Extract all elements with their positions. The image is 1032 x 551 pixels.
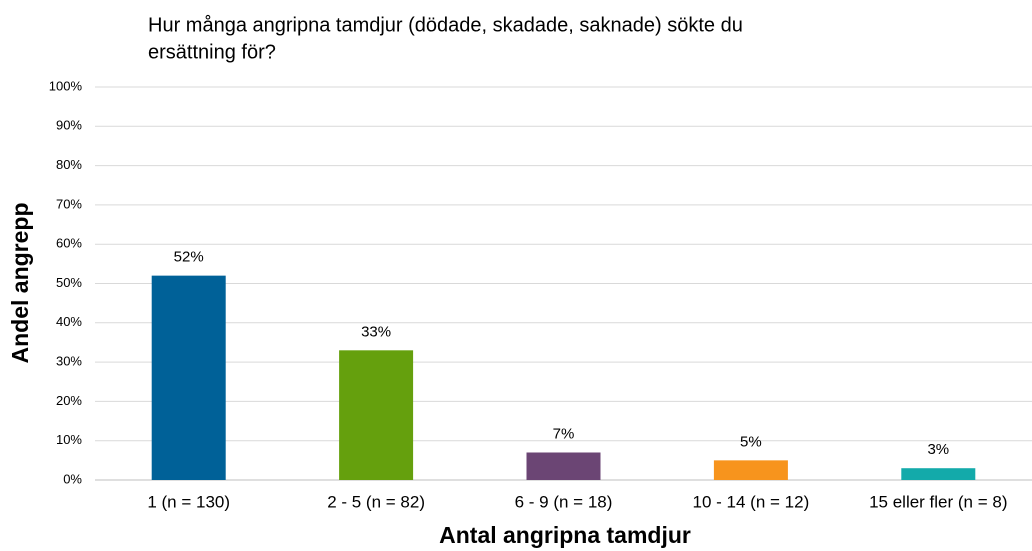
x-tick-label: 1 (n = 130) [147, 492, 230, 511]
y-tick-label: 40% [56, 314, 82, 329]
bar [339, 350, 414, 480]
bar [901, 468, 976, 480]
chart-title: ersättning för? [148, 41, 276, 63]
y-tick-label: 0% [63, 471, 82, 486]
value-label: 7% [553, 425, 575, 442]
y-tick-label: 70% [56, 196, 82, 211]
bar [713, 460, 788, 480]
value-label: 33% [361, 323, 391, 340]
value-label: 3% [927, 441, 949, 458]
x-tick-label: 15 eller fler (n = 8) [869, 492, 1007, 511]
x-tick-label: 6 - 9 (n = 18) [515, 492, 613, 511]
y-tick-label: 10% [56, 432, 82, 447]
y-tick-label: 60% [56, 236, 82, 251]
x-tick-label: 10 - 14 (n = 12) [693, 492, 810, 511]
y-tick-label: 20% [56, 393, 82, 408]
bar [151, 275, 226, 480]
value-label: 5% [740, 433, 762, 450]
y-tick-label: 80% [56, 157, 82, 172]
y-tick-label: 90% [56, 118, 82, 133]
chart-title: Hur många angripna tamdjur (dödade, skad… [148, 14, 743, 36]
x-tick-label: 2 - 5 (n = 82) [327, 492, 425, 511]
x-axis-label: Antal angripna tamdjur [439, 522, 691, 548]
y-axis-label: Andel angrepp [7, 202, 33, 363]
bar [526, 452, 601, 480]
y-tick-label: 30% [56, 354, 82, 369]
value-label: 52% [174, 249, 204, 266]
y-tick-label: 100% [49, 78, 83, 93]
y-tick-label: 50% [56, 275, 82, 290]
